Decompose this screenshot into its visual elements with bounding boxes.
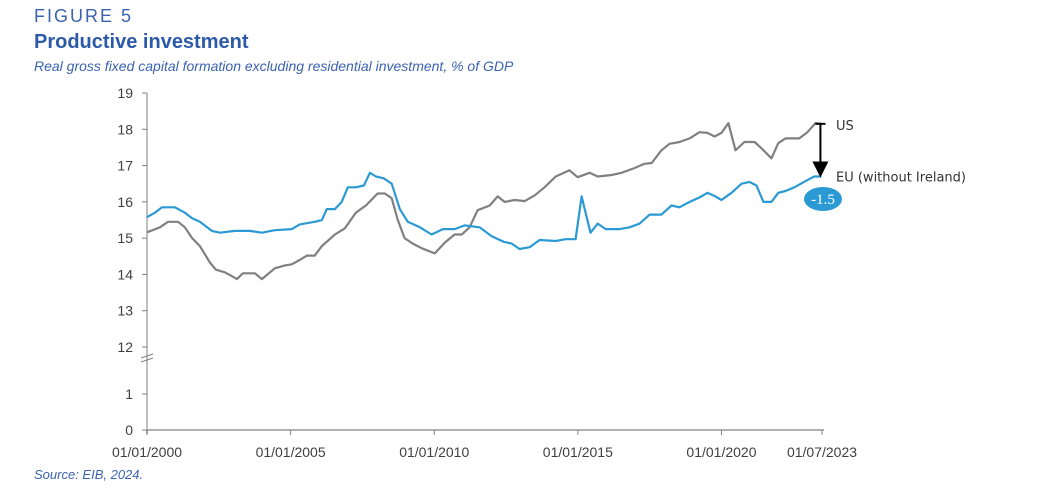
y-tick-label: 19 — [117, 85, 133, 101]
gap-badge-value: -1.5 — [811, 192, 835, 208]
series-lines — [146, 122, 822, 281]
y-tick-label: 17 — [117, 158, 133, 174]
y-tick-label: 1 — [125, 386, 133, 402]
axis-break-mark — [140, 353, 154, 363]
y-tick-label: 13 — [117, 303, 133, 319]
figure-label: FIGURE 5 — [34, 6, 134, 26]
y-tick-label: 0 — [125, 422, 133, 438]
x-tick-label: 01/01/2015 — [543, 444, 613, 460]
source-note: Source: EIB, 2024. — [34, 467, 144, 482]
series-line-us — [146, 122, 822, 281]
y-tick-label: 18 — [117, 121, 133, 137]
y-tick-label: 16 — [117, 194, 133, 210]
legend-label-us: US — [836, 119, 854, 134]
y-tick-label: 15 — [117, 230, 133, 246]
x-tick-label: 01/01/2020 — [686, 444, 756, 460]
chart-title: Productive investment — [34, 31, 249, 53]
x-tick-label: 01/01/2005 — [256, 444, 326, 460]
y-tick-label: 12 — [117, 339, 133, 355]
x-tick-label: 01/01/2000 — [112, 444, 182, 460]
y-tick-label: 14 — [117, 266, 133, 282]
axes: 0 1 12 13 14 15 16 17 18 19 01/01/2000 01/01/2005 01… — [112, 85, 857, 460]
annotations: US EU (without Ireland) -1.5 — [804, 119, 966, 211]
series-line-eu — [146, 171, 822, 251]
chart-subtitle: Real gross fixed capital formation exclu… — [34, 58, 514, 74]
x-tick-label: 01/01/2010 — [399, 444, 469, 460]
x-tick-label: 01/07/2023 — [787, 444, 857, 460]
gap-badge — [804, 187, 842, 211]
legend-label-eu: EU (without Ireland) — [836, 170, 966, 185]
